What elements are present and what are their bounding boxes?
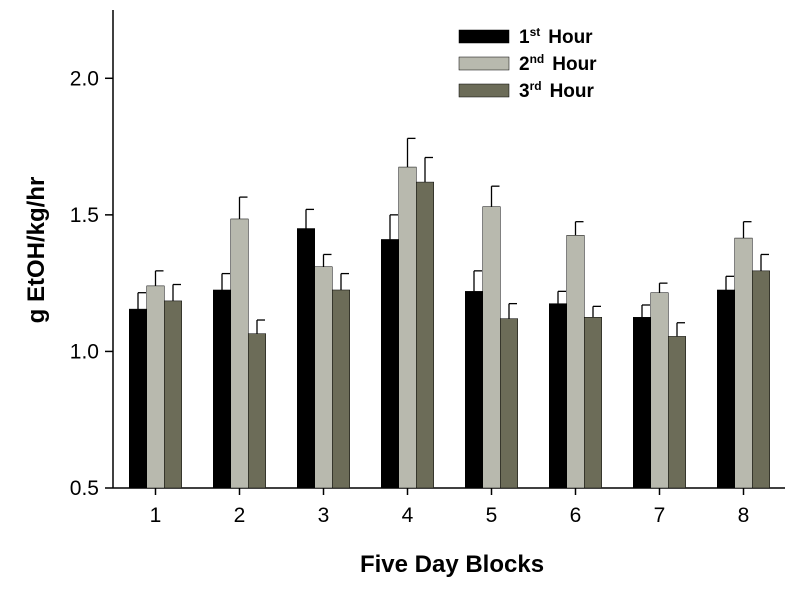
legend-label-base: 1 bbox=[519, 27, 530, 48]
legend-label-rest: Hour bbox=[552, 54, 597, 75]
error-bars bbox=[137, 137, 769, 337]
bar-1-cat-6 bbox=[549, 303, 567, 489]
bar-2-cat-5 bbox=[482, 206, 501, 489]
bar-1-cat-5 bbox=[465, 291, 483, 489]
legend-label-base: 2 bbox=[519, 54, 530, 75]
legend-label: 3rd Hour bbox=[519, 79, 595, 102]
bar-1-cat-2 bbox=[213, 289, 231, 489]
legend-swatch bbox=[458, 29, 510, 44]
bar-3-cat-7 bbox=[668, 336, 686, 489]
y-tick-label: 1.0 bbox=[70, 340, 99, 363]
x-tick-label: 5 bbox=[486, 504, 498, 527]
legend-swatch bbox=[458, 83, 510, 98]
x-axis-title: Five Day Blocks bbox=[360, 551, 544, 578]
legend-label-rest: Hour bbox=[550, 81, 595, 102]
y-tick-label: 2.0 bbox=[70, 67, 99, 90]
bar-3-cat-6 bbox=[584, 317, 602, 489]
bar-1-cat-3 bbox=[297, 228, 315, 489]
x-tick-label: 6 bbox=[570, 504, 582, 527]
bar-3-cat-3 bbox=[332, 289, 350, 489]
legend-label: 1st Hour bbox=[519, 25, 593, 48]
y-tick-label: 1.5 bbox=[70, 204, 99, 227]
x-tick-label: 4 bbox=[402, 504, 414, 527]
bar-3-cat-2 bbox=[248, 333, 266, 489]
bar-2-cat-6 bbox=[566, 235, 585, 489]
y-ticks: 0.5 1.0 1.5 2.0 bbox=[70, 67, 113, 500]
legend-swatch bbox=[458, 56, 510, 71]
bar-1-cat-1 bbox=[129, 308, 147, 489]
bar-2-cat-7 bbox=[650, 292, 669, 489]
y-tick-label: 0.5 bbox=[70, 477, 99, 500]
bar-2-cat-3 bbox=[314, 266, 333, 489]
legend-label-rest: Hour bbox=[548, 27, 593, 48]
bar-1-cat-7 bbox=[633, 317, 651, 489]
x-tick-label: 7 bbox=[654, 504, 666, 527]
bar-1-cat-8 bbox=[717, 289, 735, 489]
bar-3-cat-1 bbox=[164, 300, 182, 489]
legend-label-sup: rd bbox=[530, 79, 542, 93]
bar-3-cat-5 bbox=[500, 318, 518, 489]
bars bbox=[129, 166, 770, 489]
legend-label-base: 3 bbox=[519, 81, 530, 102]
bar-3-cat-4 bbox=[416, 181, 434, 489]
bar-2-cat-2 bbox=[230, 218, 249, 489]
x-tick-label: 3 bbox=[318, 504, 330, 527]
bar-1-cat-4 bbox=[381, 239, 399, 489]
x-tick-label: 2 bbox=[234, 504, 246, 527]
bar-3-cat-8 bbox=[752, 270, 770, 489]
bar-2-cat-8 bbox=[734, 237, 753, 489]
x-tick-label: 8 bbox=[738, 504, 750, 527]
y-axis-title: g EtOH/kg/hr bbox=[23, 177, 50, 324]
legend-label-sup: st bbox=[530, 25, 541, 39]
bar-2-cat-4 bbox=[398, 166, 417, 489]
x-tick-label: 1 bbox=[150, 504, 162, 527]
legend-label-sup: nd bbox=[530, 52, 545, 66]
x-ticks: 1 2 3 4 5 6 7 8 bbox=[150, 488, 750, 527]
bar-2-cat-1 bbox=[146, 285, 165, 489]
legend-label: 2nd Hour bbox=[519, 52, 597, 75]
